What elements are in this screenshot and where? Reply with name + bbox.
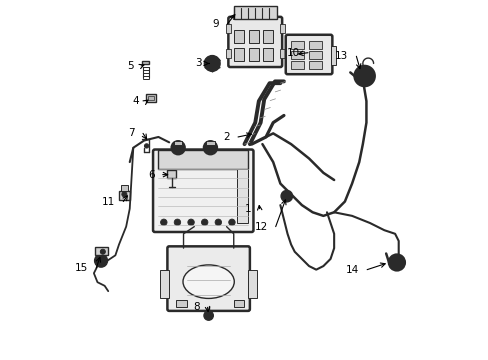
Circle shape: [207, 59, 216, 68]
Bar: [225, 24, 230, 33]
Circle shape: [203, 141, 217, 154]
Text: 4: 4: [132, 96, 139, 106]
Bar: [290, 51, 303, 59]
Bar: [263, 48, 273, 61]
Bar: [308, 61, 321, 69]
Circle shape: [388, 255, 404, 270]
Bar: [247, 270, 257, 298]
Bar: [248, 48, 258, 61]
Text: 9: 9: [212, 19, 219, 29]
Circle shape: [359, 71, 369, 81]
Ellipse shape: [183, 265, 234, 298]
Circle shape: [160, 219, 167, 226]
Bar: [160, 270, 169, 298]
Bar: [233, 6, 276, 19]
Bar: [206, 140, 214, 145]
Text: 12: 12: [254, 222, 267, 231]
Bar: [290, 41, 303, 49]
Circle shape: [122, 192, 126, 197]
FancyBboxPatch shape: [228, 17, 282, 67]
Text: 14: 14: [346, 265, 359, 275]
Circle shape: [354, 66, 374, 86]
Text: 3: 3: [194, 58, 201, 68]
Bar: [279, 49, 284, 58]
Circle shape: [203, 311, 213, 320]
FancyBboxPatch shape: [167, 246, 249, 311]
Bar: [237, 169, 247, 223]
Bar: [308, 41, 321, 49]
Bar: [248, 31, 258, 43]
Bar: [225, 49, 230, 58]
Bar: [174, 140, 182, 145]
Circle shape: [228, 219, 235, 226]
Bar: [121, 185, 128, 191]
FancyBboxPatch shape: [285, 35, 332, 74]
Text: 1: 1: [244, 204, 251, 214]
Bar: [119, 191, 129, 200]
Text: 13: 13: [335, 51, 348, 61]
Circle shape: [100, 249, 105, 254]
Bar: [94, 247, 107, 255]
Bar: [290, 61, 303, 69]
Bar: [234, 48, 244, 61]
Text: 8: 8: [193, 302, 199, 312]
Circle shape: [175, 145, 181, 150]
Text: 7: 7: [128, 129, 135, 138]
Bar: [263, 31, 273, 43]
Circle shape: [281, 190, 292, 202]
Text: 2: 2: [223, 132, 230, 142]
Bar: [279, 24, 284, 33]
Circle shape: [201, 219, 207, 226]
Circle shape: [284, 193, 289, 199]
Bar: [167, 170, 176, 178]
Text: 10: 10: [286, 48, 300, 58]
FancyBboxPatch shape: [153, 149, 253, 232]
Bar: [330, 45, 335, 65]
Text: 5: 5: [126, 61, 133, 71]
Bar: [308, 51, 321, 59]
Bar: [233, 300, 244, 307]
Circle shape: [392, 258, 400, 266]
Text: 6: 6: [148, 170, 155, 180]
Circle shape: [215, 219, 221, 226]
Bar: [234, 31, 244, 43]
Bar: [158, 149, 247, 169]
Circle shape: [171, 141, 184, 154]
Text: 15: 15: [75, 263, 88, 273]
Bar: [176, 300, 187, 307]
Circle shape: [204, 55, 220, 71]
Text: 11: 11: [102, 197, 115, 207]
Circle shape: [94, 254, 107, 267]
Circle shape: [144, 144, 148, 148]
Bar: [142, 61, 149, 64]
Bar: [145, 94, 156, 102]
Bar: [147, 96, 154, 100]
Circle shape: [174, 219, 180, 226]
Circle shape: [207, 145, 213, 150]
Circle shape: [187, 219, 194, 226]
